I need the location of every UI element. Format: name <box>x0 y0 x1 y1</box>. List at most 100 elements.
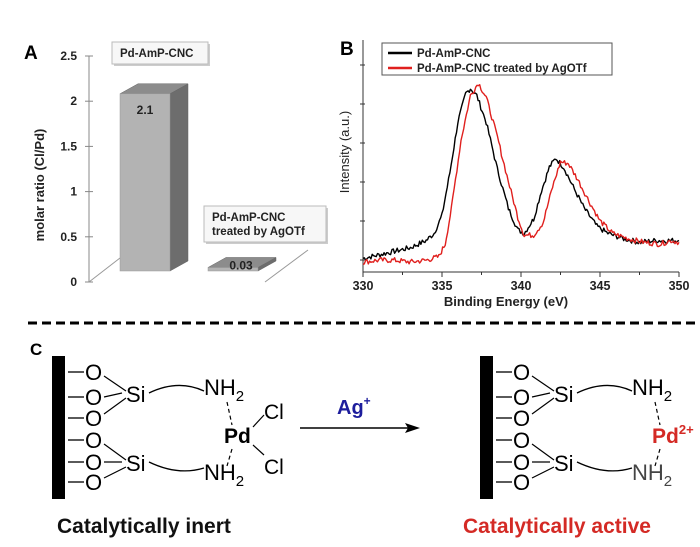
bar-value-label-a: 2.1 <box>137 103 154 117</box>
category-label-a: Pd-AmP-CNC <box>212 212 285 224</box>
coordination-bond <box>226 401 233 426</box>
category-label-a: Pd-AmP-CNC <box>120 48 193 60</box>
palladium-center: Pd2+ <box>652 422 694 448</box>
x-tick-label-b: 350 <box>669 279 690 293</box>
x-tick-label-b: 340 <box>511 279 532 293</box>
coordination-bond <box>654 401 661 426</box>
surface-notch <box>493 394 496 400</box>
amine-subscript: 2 <box>236 473 244 490</box>
series-b <box>362 84 680 266</box>
si-o-bond <box>531 397 555 415</box>
propyl-linker <box>148 384 205 394</box>
y-axis-a: 0 0.5 1 1.5 2 2.5 <box>60 49 93 289</box>
propyl-linker <box>576 461 633 472</box>
chloride-atom: Cl <box>264 456 284 479</box>
palladium-center: Pd <box>224 425 251 448</box>
y-tick-label-a: 0.5 <box>60 230 77 244</box>
bar-a: 2.1 <box>119 83 189 272</box>
reagent-charge: + <box>364 394 371 408</box>
legend-box-b <box>381 42 613 76</box>
category-labels-a: Pd-AmP-CNC Pd-AmP-CNC treated by AgOTf <box>111 41 328 244</box>
amine-group: NH2 <box>204 375 244 405</box>
category-box-bg-a <box>111 41 209 65</box>
y-tick-label-a: 1 <box>70 185 77 199</box>
surface-bar <box>52 356 65 499</box>
oxygen-atom: O <box>513 385 530 410</box>
palladium-symbol: Pd <box>652 425 679 448</box>
silicon-atom: Si <box>554 451 574 476</box>
axes-b: 330 335 340 345 350 <box>353 40 690 293</box>
inert-caption: Catalytically inert <box>57 515 231 538</box>
surface-notch <box>493 479 496 485</box>
si-o-bond <box>103 443 127 461</box>
category-box-a: Pd-AmP-CNC <box>111 41 210 66</box>
amine-subscript: 2 <box>664 388 672 405</box>
y-axis-label-b: Intensity (a.u.) <box>337 111 352 193</box>
spectrum-line-b <box>362 88 680 261</box>
bar-front-a <box>119 93 171 272</box>
pd-cl-bond <box>252 444 265 456</box>
bar-a: 0.03 <box>207 257 277 272</box>
surface-notch <box>65 369 68 375</box>
panel-c-label: C <box>30 340 42 359</box>
amine-group: NH2 <box>632 460 672 490</box>
panel-a-label: A <box>24 43 38 64</box>
x-tick-label-b: 335 <box>432 279 453 293</box>
amine-subscript: 2 <box>236 388 244 405</box>
floor-line-a <box>88 257 121 283</box>
amine-symbol: NH <box>632 375 664 400</box>
propyl-linker <box>576 384 633 394</box>
surface-notch <box>493 459 496 465</box>
y-tick-label-a: 2.5 <box>60 49 77 63</box>
bar-front-a <box>207 267 259 272</box>
reagent-label: Ag+ <box>337 394 371 419</box>
oxygen-atom: O <box>85 450 102 475</box>
surface-notch <box>493 415 496 421</box>
silicon-atom: Si <box>554 382 574 407</box>
reaction-arrow: Ag+ <box>300 394 420 433</box>
floor-lines-a <box>88 249 309 283</box>
legend-label-b: Pd-AmP-CNC <box>417 48 490 60</box>
category-label-a: treated by AgOTf <box>212 226 305 238</box>
y-tick-label-a: 2 <box>70 94 77 108</box>
si-o-bond <box>531 466 555 479</box>
pd-cl-bond <box>252 414 265 428</box>
amine-group: NH2 <box>632 375 672 405</box>
legend-b: Pd-AmP-CNC Pd-AmP-CNC treated by AgOTf <box>381 42 613 76</box>
y-tick-label-a: 1.5 <box>60 139 77 153</box>
oxygen-atom: O <box>513 450 530 475</box>
surface-notch <box>493 437 496 443</box>
arrow-head-icon <box>405 423 420 433</box>
spectrum-line-b <box>362 84 680 266</box>
surface-bar <box>480 356 493 499</box>
oxygen-atom: O <box>85 470 102 495</box>
surface-notch <box>493 369 496 375</box>
si-o-bond <box>103 397 127 415</box>
x-tick-label-b: 330 <box>353 279 374 293</box>
propyl-linker <box>148 461 205 472</box>
oxygen-atom: O <box>85 385 102 410</box>
si-o-bond <box>531 392 551 398</box>
oxygen-atom: O <box>513 406 530 431</box>
bar-value-label-a: 0.03 <box>229 258 253 272</box>
si-o-bond <box>103 392 123 398</box>
oxygen-atom: O <box>85 428 102 453</box>
oxygen-atom: O <box>513 360 530 385</box>
silicon-atom: Si <box>126 451 146 476</box>
x-tick-label-b: 345 <box>590 279 611 293</box>
surface-notch <box>65 394 68 400</box>
bars-a: 2.1 0.03 <box>119 83 277 272</box>
chloride-atom: Cl <box>264 401 284 424</box>
coordination-bond <box>226 448 233 467</box>
panel-a: A molar ratio (Cl/Pd) 0 0.5 1 1.5 2 2.5 2.1 0.… <box>24 41 328 289</box>
panel-b: B Intensity (a.u.) Binding Energy (eV) 3… <box>337 39 689 309</box>
silicon-atom: Si <box>126 382 146 407</box>
surface-notch <box>65 459 68 465</box>
amine-group: NH2 <box>204 460 244 490</box>
active-caption: Catalytically active <box>463 515 651 538</box>
amine-symbol: NH <box>204 375 236 400</box>
amine-subscript: 2 <box>664 473 672 490</box>
y-tick-label-a: 0 <box>70 275 77 289</box>
